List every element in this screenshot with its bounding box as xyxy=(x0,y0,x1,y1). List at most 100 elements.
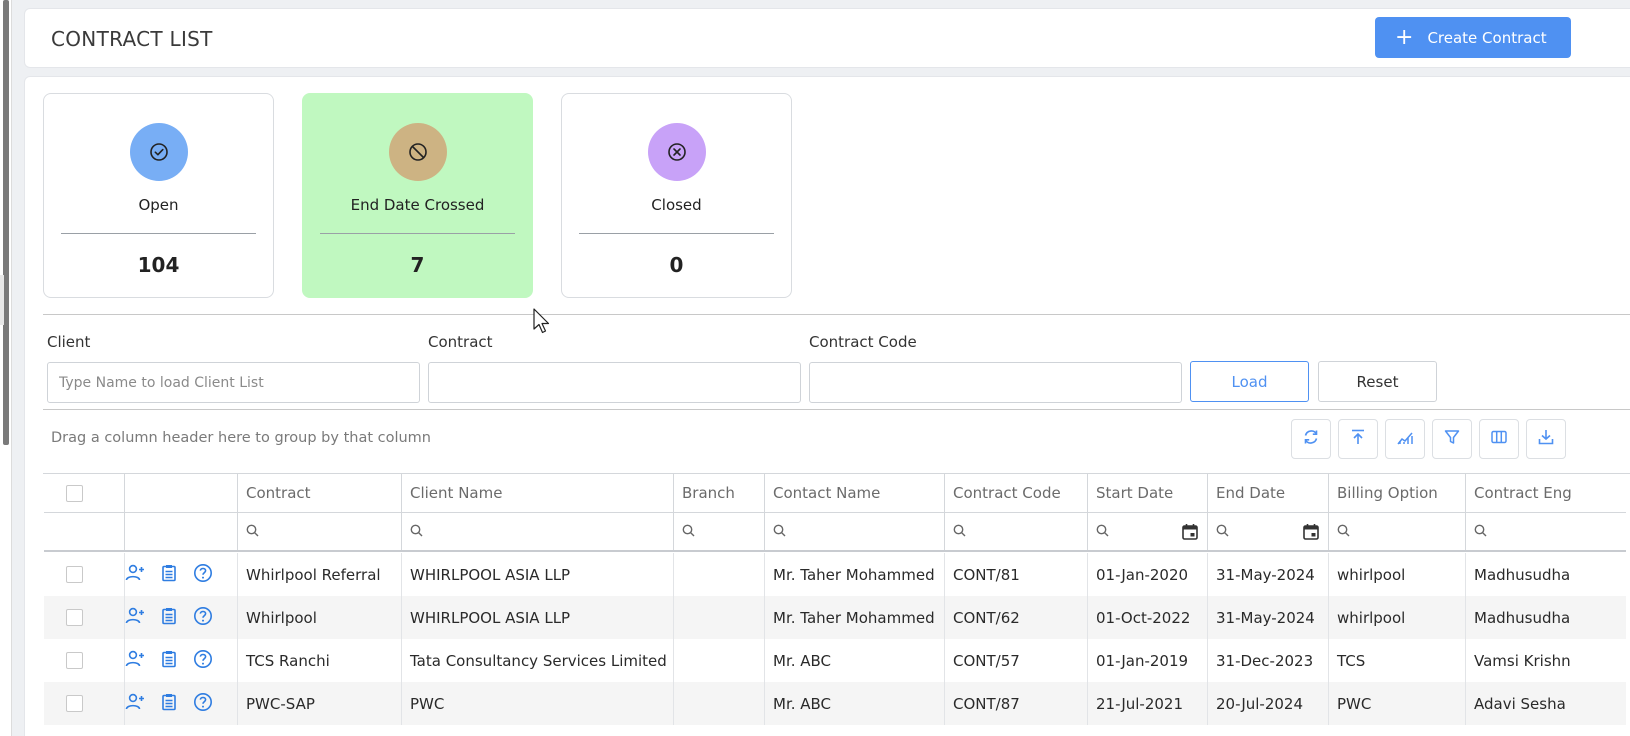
billing-option-cell: TCS xyxy=(1329,639,1466,682)
search-icon xyxy=(410,523,423,541)
filter-cell-contract-engineer[interactable] xyxy=(1466,513,1626,550)
contract-code-cell: CONT/87 xyxy=(945,682,1088,725)
section-divider xyxy=(43,409,1630,410)
stat-count: 104 xyxy=(137,253,180,277)
check-circle-icon xyxy=(130,123,188,181)
clipboard-icon[interactable] xyxy=(160,650,178,672)
contract-code-label: Contract Code xyxy=(809,333,917,351)
help-icon[interactable] xyxy=(193,563,213,587)
stat-card-open[interactable]: Open 104 xyxy=(43,93,274,298)
end-date-cell: 20-Jul-2024 xyxy=(1208,682,1329,725)
filter-cell xyxy=(44,513,125,550)
filter-cell-contract-code[interactable] xyxy=(945,513,1088,550)
calendar-icon[interactable] xyxy=(1181,523,1199,545)
column-header-branch[interactable]: Branch xyxy=(674,474,765,512)
contract-code-cell: CONT/62 xyxy=(945,596,1088,639)
group-panel-hint[interactable]: Drag a column header here to group by th… xyxy=(51,430,431,446)
table-row[interactable]: Whirlpool Referral WHIRLPOOL ASIA LLP Mr… xyxy=(44,553,1626,596)
stat-count: 7 xyxy=(410,253,425,277)
filter-cell-start-date[interactable] xyxy=(1088,513,1208,550)
row-checkbox[interactable] xyxy=(66,566,83,583)
filter-cell-contact-name[interactable] xyxy=(765,513,945,550)
column-header-end-date[interactable]: End Date xyxy=(1208,474,1329,512)
column-header-contract[interactable]: Contract xyxy=(238,474,402,512)
billing-option-cell: whirlpool xyxy=(1329,596,1466,639)
client-label: Client xyxy=(47,333,91,351)
filter-cell-billing-option[interactable] xyxy=(1329,513,1466,550)
x-circle-icon xyxy=(648,123,706,181)
help-icon[interactable] xyxy=(193,606,213,630)
create-contract-button[interactable]: + Create Contract xyxy=(1375,17,1571,58)
search-icon xyxy=(1216,523,1229,541)
clipboard-icon[interactable] xyxy=(160,564,178,586)
table-row[interactable]: PWC-SAP PWC Mr. ABC CONT/87 21-Jul-2021 … xyxy=(44,682,1626,725)
client-input[interactable] xyxy=(47,362,420,403)
contract-code-input[interactable] xyxy=(809,362,1182,403)
filter-button[interactable] xyxy=(1432,419,1472,459)
filter-cell-contract[interactable] xyxy=(238,513,402,550)
row-checkbox[interactable] xyxy=(66,695,83,712)
column-chooser-button[interactable] xyxy=(1479,419,1519,459)
contact-name-cell: Mr. ABC xyxy=(765,682,945,725)
add-user-icon[interactable] xyxy=(125,650,145,672)
export-button[interactable] xyxy=(1526,419,1566,459)
help-icon[interactable] xyxy=(193,649,213,673)
add-user-icon[interactable] xyxy=(125,693,145,715)
contract-grid: Contract Client Name Branch Contact Name… xyxy=(43,473,1630,725)
contact-name-cell: Mr. Taher Mohammed xyxy=(765,596,945,639)
load-button[interactable]: Load xyxy=(1190,361,1309,402)
table-row[interactable]: TCS Ranchi Tata Consultancy Services Lim… xyxy=(44,639,1626,682)
row-select-cell xyxy=(44,682,125,725)
add-user-icon[interactable] xyxy=(125,607,145,629)
select-all-checkbox[interactable] xyxy=(66,484,83,502)
table-row[interactable]: Whirlpool WHIRLPOOL ASIA LLP Mr. Taher M… xyxy=(44,596,1626,639)
header-card: CONTRACT LIST + Create Contract xyxy=(24,8,1630,68)
search-icon xyxy=(1096,523,1109,541)
column-header-billing-option[interactable]: Billing Option xyxy=(1329,474,1466,512)
filter-cell-end-date[interactable] xyxy=(1208,513,1329,550)
contract-link[interactable]: PWC-SAP xyxy=(238,682,402,725)
contract-input[interactable] xyxy=(428,362,801,403)
branch-cell xyxy=(674,596,765,639)
chart-button[interactable] xyxy=(1385,419,1425,459)
billing-option-cell: whirlpool xyxy=(1329,553,1466,596)
column-header-client-name[interactable]: Client Name xyxy=(402,474,674,512)
column-header-contract-code[interactable]: Contract Code xyxy=(945,474,1088,512)
search-icon xyxy=(246,523,259,541)
column-header-contact-name[interactable]: Contact Name xyxy=(765,474,945,512)
filter-icon xyxy=(1443,428,1461,450)
column-header-start-date[interactable]: Start Date xyxy=(1088,474,1208,512)
row-checkbox[interactable] xyxy=(66,609,83,626)
add-user-icon[interactable] xyxy=(125,564,145,586)
columns-icon xyxy=(1490,428,1508,450)
left-scrollbar[interactable] xyxy=(0,0,12,736)
upload-button[interactable] xyxy=(1338,419,1378,459)
stat-card-closed[interactable]: Closed 0 xyxy=(561,93,792,298)
row-actions xyxy=(125,553,238,596)
search-icon xyxy=(1474,523,1487,541)
clipboard-icon[interactable] xyxy=(160,693,178,715)
contract-link[interactable]: Whirlpool Referral xyxy=(238,553,402,596)
ban-icon xyxy=(389,123,447,181)
billing-option-cell: PWC xyxy=(1329,682,1466,725)
row-select-cell xyxy=(44,553,125,596)
contract-link[interactable]: TCS Ranchi xyxy=(238,639,402,682)
start-date-cell: 01-Jan-2020 xyxy=(1088,553,1208,596)
reset-button[interactable]: Reset xyxy=(1318,361,1437,402)
column-header-contract-engineer[interactable]: Contract Eng xyxy=(1474,484,1572,502)
stat-card-end-date-crossed[interactable]: End Date Crossed 7 xyxy=(302,93,533,298)
page-title: CONTRACT LIST xyxy=(51,27,213,51)
client-name-cell: WHIRLPOOL ASIA LLP xyxy=(402,553,674,596)
clipboard-icon[interactable] xyxy=(160,607,178,629)
search-icon xyxy=(682,523,695,541)
calendar-icon[interactable] xyxy=(1302,523,1320,545)
filter-cell-branch[interactable] xyxy=(674,513,765,550)
filter-cell-client-name[interactable] xyxy=(402,513,674,550)
contract-link[interactable]: Whirlpool xyxy=(238,596,402,639)
row-checkbox[interactable] xyxy=(66,652,83,669)
upload-icon xyxy=(1349,428,1367,450)
scrollbar-thumb[interactable] xyxy=(3,0,9,445)
refresh-button[interactable] xyxy=(1291,419,1331,459)
end-date-cell: 31-Dec-2023 xyxy=(1208,639,1329,682)
help-icon[interactable] xyxy=(193,692,213,716)
